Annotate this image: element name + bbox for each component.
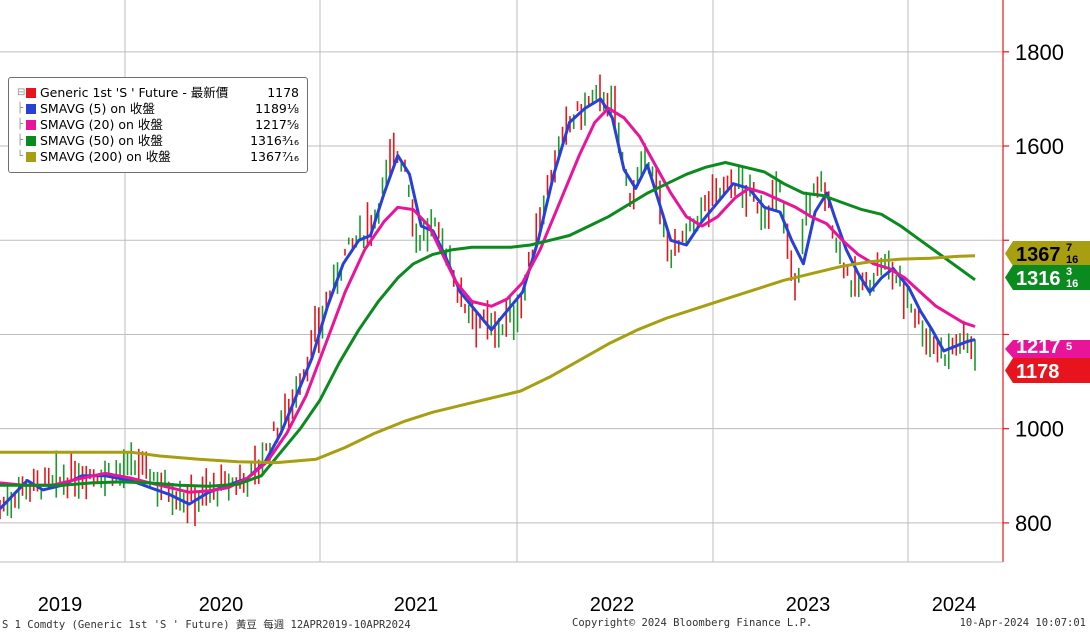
legend-label: SMAVG (200) on 收盤 [40,149,171,164]
value-tag [1005,241,1090,266]
legend-value: 1178 [267,85,299,100]
legend-item-price: ⊟ Generic 1st 'S ' Future - 最新價 1178 [17,85,303,101]
series-line [0,161,976,488]
legend-value: 1189⅛ [255,101,299,116]
x-tick-label: 2022 [590,594,635,616]
legend-value: 1217⅝ [255,117,299,132]
series-line [0,106,976,494]
legend-label: SMAVG (20) on 收盤 [40,117,163,132]
x-tick-label: 2020 [199,594,244,616]
legend-swatch [26,120,36,130]
footer-ticker: S 1 Comdty (Generic 1st 'S ' Future) 黃豆 … [2,619,411,631]
tree-connector-icon: └ [17,151,24,162]
value-tag-frac-den: 16 [1066,254,1078,266]
y-tick-label: 1600 [1015,134,1064,159]
x-tick-label: 2024 [932,594,977,616]
y-tick-label: 1800 [1015,40,1064,65]
legend-swatch [26,104,36,114]
legend-label: SMAVG (5) on 收盤 [40,101,155,116]
value-tag-frac-den: 16 [1066,278,1078,290]
value-tag-label: 1217 [1016,336,1061,358]
legend-value: 1367⁷⁄₁₆ [250,149,299,164]
chart-legend: ⊟ Generic 1st 'S ' Future - 最新價 1178 ├ S… [8,77,308,173]
x-tick-label: 2023 [786,594,831,616]
legend-swatch [26,152,36,162]
legend-item-sma20: ├ SMAVG (20) on 收盤 1217⅝ [17,117,303,133]
value-tag-frac-num: 7 [1066,242,1072,254]
tree-connector-icon: ├ [17,119,24,130]
value-tag-label: 1178 [1016,361,1059,383]
legend-label: SMAVG (50) on 收盤 [40,133,163,148]
value-tag-label: 1367 [1016,244,1061,266]
legend-swatch [26,88,36,98]
footer-copyright: Copyright© 2024 Bloomberg Finance L.P. [572,617,813,629]
y-tick-label: 800 [1015,511,1052,536]
tree-connector-icon: ⊟ [17,87,26,98]
value-tag-label: 1316 [1016,268,1061,290]
legend-swatch [26,136,36,146]
y-tick-label: 1000 [1015,417,1064,442]
footer-timestamp: 10-Apr-2024 10:07:01 [959,617,1086,629]
value-tag-frac-num: 3 [1066,266,1072,278]
value-tag [1005,340,1090,358]
legend-label: Generic 1st 'S ' Future - 最新價 [40,85,229,100]
value-tag [1005,358,1090,383]
x-tick-label: 2019 [38,594,83,616]
x-tick-label: 2021 [394,594,439,616]
value-tag-frac-num: 5 [1066,341,1072,353]
value-tag [1005,265,1090,290]
tree-connector-icon: ├ [17,135,24,146]
legend-item-sma5: ├ SMAVG (5) on 收盤 1189⅛ [17,101,303,117]
legend-value: 1316³⁄₁₆ [250,133,299,148]
tree-connector-icon: ├ [17,103,24,114]
legend-item-sma200: └ SMAVG (200) on 收盤 1367⁷⁄₁₆ [17,149,303,165]
series-line [0,254,976,465]
legend-item-sma50: ├ SMAVG (50) on 收盤 1316³⁄₁₆ [17,133,303,149]
